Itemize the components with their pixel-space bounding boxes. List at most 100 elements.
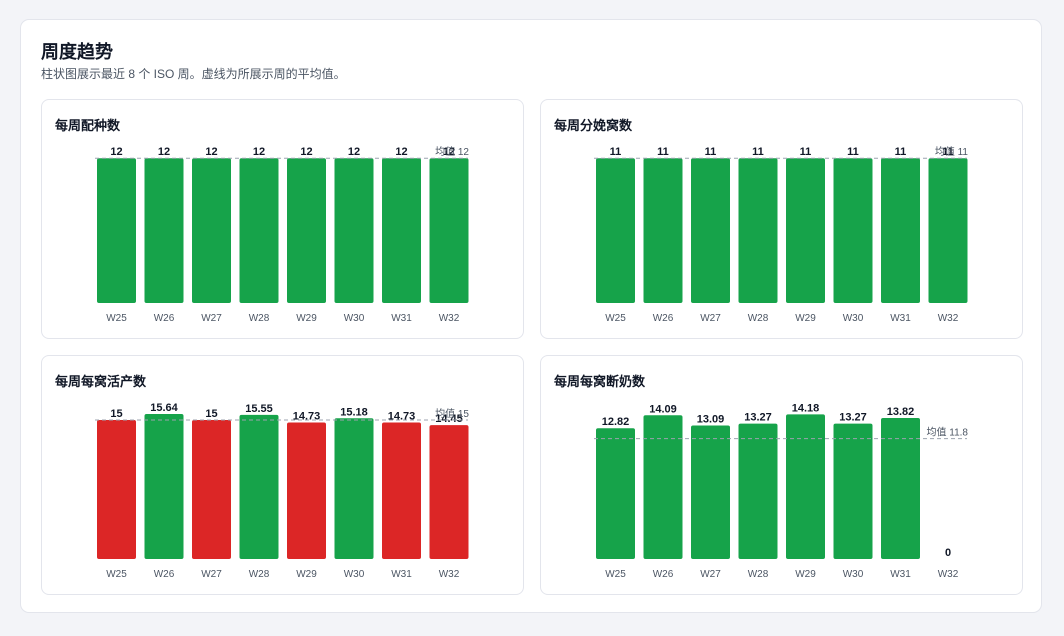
average-label: 均值 11.8 bbox=[927, 426, 969, 439]
x-tick-label: W28 bbox=[249, 569, 270, 580]
data-label: 15.64 bbox=[150, 402, 178, 414]
x-tick-label: W29 bbox=[795, 569, 816, 580]
x-tick-label: W29 bbox=[296, 569, 317, 580]
bar bbox=[97, 158, 136, 303]
x-tick-label: W25 bbox=[605, 313, 626, 324]
data-label: 13.09 bbox=[697, 413, 725, 425]
x-tick-label: W31 bbox=[391, 569, 412, 580]
chart-panel-farrowings: 每周分娩窝数 11 W25 11 W26 11 W27 11 W28 11 W29 11 W30 11 W… bbox=[540, 99, 1023, 339]
x-tick-label: W29 bbox=[296, 313, 317, 324]
bar bbox=[239, 414, 279, 559]
x-tick-label: W25 bbox=[106, 313, 127, 324]
x-tick-label: W28 bbox=[748, 569, 769, 580]
page-title: 周度趋势 bbox=[41, 42, 113, 62]
bar bbox=[382, 158, 421, 303]
bar bbox=[596, 158, 635, 303]
data-label: 12 bbox=[158, 146, 170, 158]
data-label: 12 bbox=[348, 146, 360, 158]
chart-breedings: 12 W25 12 W26 12 W27 12 W28 12 W29 12 W30 12 W31 12 W32… bbox=[95, 145, 469, 324]
x-tick-label: W31 bbox=[890, 569, 911, 580]
bar bbox=[429, 425, 469, 559]
bar bbox=[334, 418, 374, 559]
bar bbox=[833, 423, 873, 559]
bar bbox=[382, 422, 421, 559]
data-label: 12 bbox=[110, 146, 122, 158]
chart-title: 每周每窝断奶数 bbox=[554, 374, 646, 389]
chart-liveborn: 15 W25 15.64 W26 15 W27 15.55 W28 14.73 W29 15.18 W… bbox=[95, 402, 469, 580]
bar bbox=[287, 158, 326, 303]
weekly-trends-card: 周度趋势 柱状图展示最近 8 个 ISO 周。虚线为所展示周的平均值。 每周配种… bbox=[20, 19, 1042, 613]
x-tick-label: W32 bbox=[938, 313, 959, 324]
bar bbox=[643, 158, 683, 303]
data-label: 15.55 bbox=[245, 403, 273, 415]
data-label: 14.73 bbox=[388, 410, 416, 422]
bar bbox=[596, 428, 635, 559]
chart-farrowings: 11 W25 11 W26 11 W27 11 W28 11 W29 11 W30 11 W31 11 W32… bbox=[594, 145, 969, 324]
x-tick-label: W27 bbox=[700, 313, 721, 324]
bar bbox=[239, 158, 279, 303]
data-label: 14.73 bbox=[293, 410, 321, 422]
data-label: 11 bbox=[657, 146, 669, 158]
chart-panel-liveborn: 每周每窝活产数 15 W25 15.64 W26 15 W27 15.55 W28 14.73 W… bbox=[41, 355, 524, 595]
chart-title: 每周分娩窝数 bbox=[554, 118, 633, 133]
bar bbox=[833, 158, 873, 303]
x-tick-label: W27 bbox=[201, 313, 222, 324]
x-tick-label: W32 bbox=[439, 313, 460, 324]
bar bbox=[192, 158, 231, 303]
x-tick-label: W27 bbox=[700, 569, 721, 580]
data-label: 11 bbox=[800, 146, 812, 158]
x-tick-label: W28 bbox=[748, 313, 769, 324]
data-label: 11 bbox=[752, 146, 764, 158]
data-label: 12 bbox=[205, 146, 217, 158]
bar bbox=[786, 158, 825, 303]
data-label: 11 bbox=[847, 146, 859, 158]
chart-title: 每周配种数 bbox=[55, 118, 121, 133]
chart-title: 每周每窝活产数 bbox=[55, 374, 147, 389]
data-label: 12 bbox=[443, 146, 455, 158]
data-label: 12 bbox=[395, 146, 407, 158]
data-label: 15 bbox=[110, 408, 122, 420]
bar bbox=[881, 158, 920, 303]
bar bbox=[643, 415, 683, 559]
x-tick-label: W25 bbox=[605, 569, 626, 580]
x-tick-label: W32 bbox=[938, 569, 959, 580]
data-label: 13.82 bbox=[887, 406, 915, 418]
data-label: 11 bbox=[942, 146, 954, 158]
x-tick-label: W30 bbox=[344, 313, 365, 324]
bar bbox=[786, 414, 825, 559]
x-tick-label: W26 bbox=[154, 313, 175, 324]
data-label: 12.82 bbox=[602, 416, 630, 428]
average-label: 均值 12 bbox=[435, 145, 469, 158]
x-tick-label: W30 bbox=[344, 569, 365, 580]
bar bbox=[928, 158, 968, 303]
bar bbox=[97, 419, 136, 559]
bar bbox=[691, 425, 730, 559]
x-tick-label: W27 bbox=[201, 569, 222, 580]
average-label: 均值 15 bbox=[435, 407, 469, 420]
x-tick-label: W31 bbox=[890, 313, 911, 324]
x-tick-label: W28 bbox=[249, 313, 270, 324]
data-label: 14.18 bbox=[792, 402, 820, 414]
data-label: 0 bbox=[945, 547, 951, 559]
data-label: 11 bbox=[610, 146, 622, 158]
data-label: 14.45 bbox=[435, 413, 463, 425]
bar bbox=[738, 158, 778, 303]
bar bbox=[738, 423, 778, 559]
average-label: 均值 11 bbox=[935, 145, 969, 158]
chart-panel-breedings: 每周配种数 12 W25 12 W26 12 W27 12 W28 12 W29 12 W30 12 W3… bbox=[41, 99, 524, 339]
chart-panel-weaned: 每周每窝断奶数 12.82 W25 14.09 W26 13.09 W27 13.27 W28… bbox=[540, 355, 1023, 595]
data-label: 11 bbox=[895, 146, 907, 158]
data-label: 12 bbox=[300, 146, 312, 158]
data-label: 13.27 bbox=[744, 412, 772, 424]
x-tick-label: W25 bbox=[106, 569, 127, 580]
data-label: 11 bbox=[705, 146, 717, 158]
x-tick-label: W30 bbox=[843, 569, 864, 580]
x-tick-label: W26 bbox=[154, 569, 175, 580]
x-tick-label: W26 bbox=[653, 569, 674, 580]
bar bbox=[287, 422, 326, 559]
data-label: 12 bbox=[253, 146, 265, 158]
bar bbox=[691, 158, 730, 303]
x-tick-label: W31 bbox=[391, 313, 412, 324]
bar bbox=[881, 418, 920, 559]
x-tick-label: W29 bbox=[795, 313, 816, 324]
